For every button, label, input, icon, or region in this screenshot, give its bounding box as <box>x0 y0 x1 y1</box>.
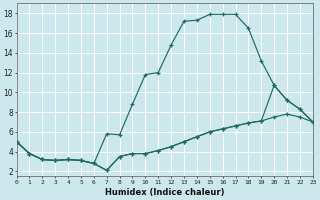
X-axis label: Humidex (Indice chaleur): Humidex (Indice chaleur) <box>105 188 224 197</box>
